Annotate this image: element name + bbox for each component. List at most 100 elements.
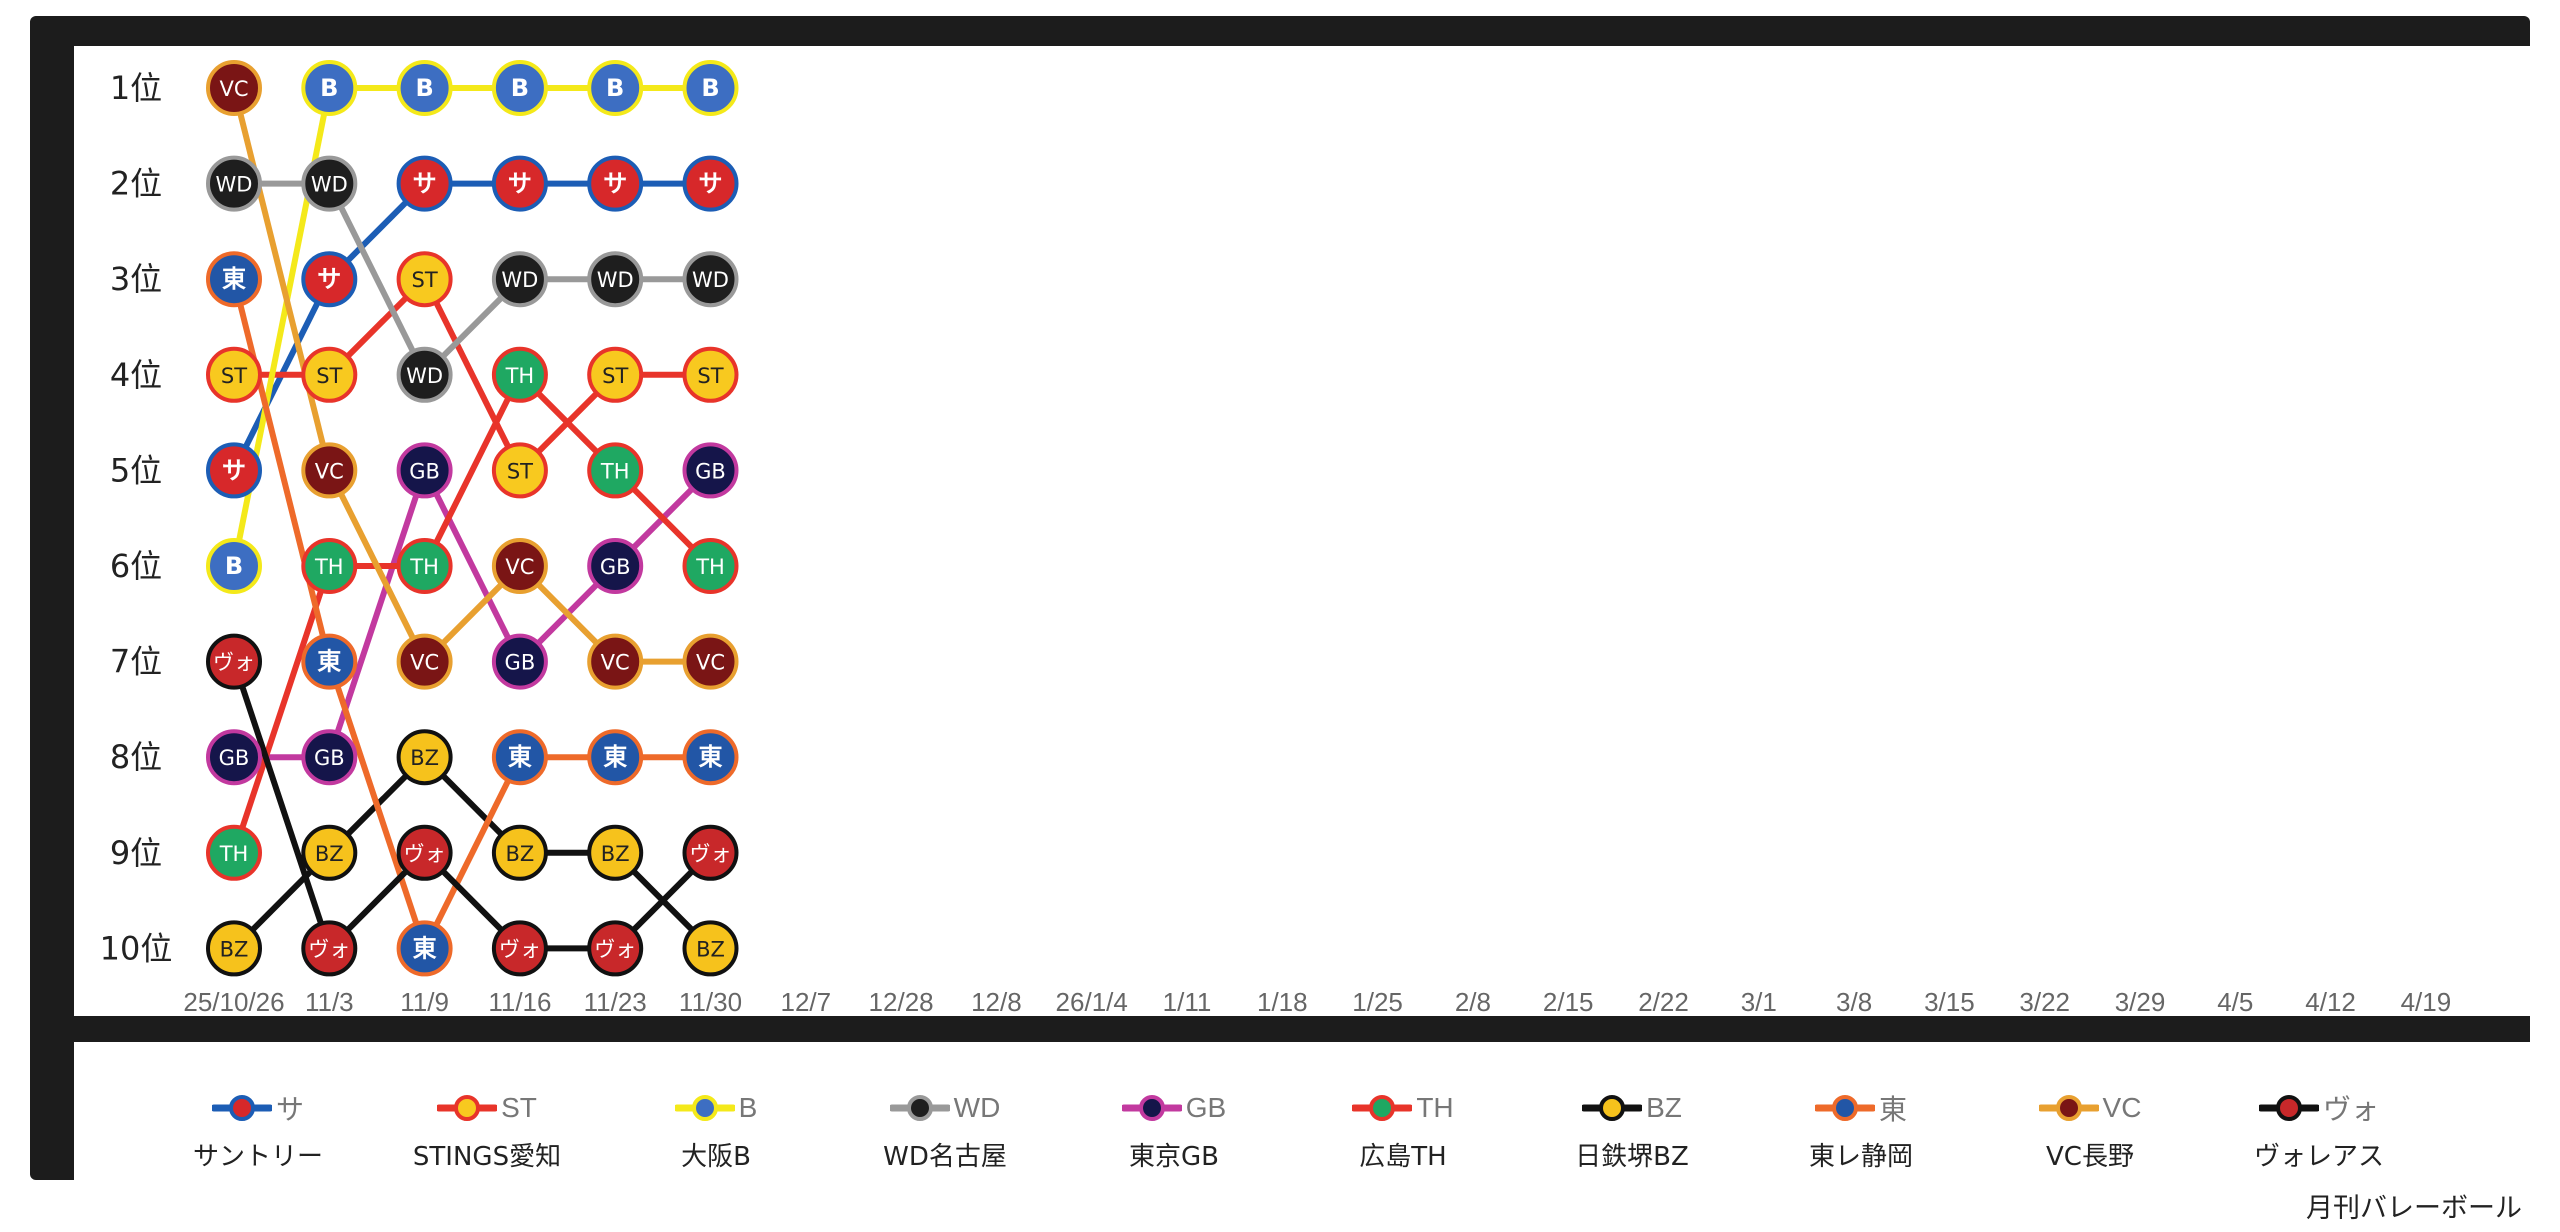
series-line-segment xyxy=(231,278,333,663)
marker-label: ST xyxy=(602,364,628,388)
marker-circle xyxy=(491,920,548,977)
marker-circle xyxy=(682,538,739,594)
rank-marker: VC xyxy=(206,60,262,116)
marker-label: 東 xyxy=(222,265,246,293)
x-tick-label: 11/3 xyxy=(305,987,354,1016)
legend-key: サ xyxy=(148,1086,368,1130)
marker-label: GB xyxy=(314,746,345,770)
rank-marker: 東 xyxy=(206,251,262,308)
marker-label: サ xyxy=(508,170,532,198)
marker-circle xyxy=(587,251,644,308)
rank-marker: B xyxy=(301,60,358,116)
rank-marker: サ xyxy=(587,155,644,212)
marker-circle xyxy=(587,155,644,212)
marker-circle xyxy=(206,251,262,308)
legend-marker-icon xyxy=(2258,1095,2319,1121)
marker-label: WD xyxy=(311,173,348,197)
marker-label: 東 xyxy=(413,934,437,962)
rank-marker: B xyxy=(491,60,548,116)
rank-marker: WD xyxy=(491,251,548,308)
marker-label: 東 xyxy=(603,743,627,771)
x-tick-label: 3/29 xyxy=(2115,987,2166,1016)
marker-circle xyxy=(301,633,358,690)
rank-chart: 1位 2位 3位 4位 5位 6位 7位 8位 9位 10位 25/10/26 11/3 11/9 11/… xyxy=(100,60,2452,1016)
rank-marker: ヴォ xyxy=(396,824,453,881)
x-tick-label: 11/30 xyxy=(679,987,742,1016)
x-tick-label: 25/10/26 xyxy=(183,987,284,1016)
rank-marker: ヴォ xyxy=(491,920,548,977)
rank-marker: ST xyxy=(682,346,739,403)
legend-item: サ サントリー xyxy=(148,1042,368,1173)
x-tick-label: 11/16 xyxy=(488,987,551,1016)
rank-marker: BZ xyxy=(491,824,548,881)
series-line-segment xyxy=(326,469,428,759)
x-tick-label: 12/7 xyxy=(780,987,831,1016)
marker-circle xyxy=(396,442,453,499)
rank-marker: 東 xyxy=(301,633,358,690)
legend-item: GB 東京GB xyxy=(1064,1042,1284,1173)
marker-circle xyxy=(396,729,453,786)
legend-marker-icon xyxy=(1814,1095,1875,1121)
rank-marker: WD xyxy=(396,346,453,403)
rank-marker: 東 xyxy=(587,729,644,786)
rank-marker: WD xyxy=(587,251,644,308)
rank-marker: VC xyxy=(301,442,358,499)
legend-key: B xyxy=(606,1086,826,1130)
marker-label: VC xyxy=(410,651,439,675)
marker-circle xyxy=(396,920,453,977)
marker-label: ヴォ xyxy=(499,937,541,961)
x-tick-label: 26/1/4 xyxy=(1056,987,1128,1016)
rank-label: 5位 xyxy=(110,451,162,489)
legend-key: 東 xyxy=(1751,1086,1971,1130)
marker-circle xyxy=(491,729,548,786)
marker-label: ヴォ xyxy=(594,937,636,961)
marker-circle xyxy=(396,155,453,212)
marker-circle xyxy=(396,824,453,881)
legend-short-label: WD xyxy=(953,1092,1001,1123)
legend-key: BZ xyxy=(1522,1086,1742,1130)
marker-circle xyxy=(206,920,262,977)
x-tick-label: 2/15 xyxy=(1543,987,1594,1016)
marker-circle xyxy=(682,633,739,690)
marker-circle xyxy=(206,442,262,499)
x-tick-label: 3/8 xyxy=(1836,987,1872,1016)
marker-label: GB xyxy=(219,746,250,770)
rank-label: 9位 xyxy=(110,834,162,872)
marker-label: TH xyxy=(219,842,249,866)
marker-label: B xyxy=(511,74,529,102)
rank-marker: ST xyxy=(206,346,262,403)
rank-marker: 東 xyxy=(491,729,548,786)
legend-team-name: VC長野 xyxy=(2046,1142,2134,1172)
rank-marker: B xyxy=(206,538,262,594)
legend-team-name: サントリー xyxy=(192,1142,323,1172)
rank-marker: TH xyxy=(682,538,739,594)
rank-marker: TH xyxy=(301,538,358,594)
legend-short-label: ヴォ xyxy=(2322,1094,2379,1125)
marker-circle xyxy=(587,60,644,116)
rank-marker: ヴォ xyxy=(301,920,358,977)
x-tick-label: 4/19 xyxy=(2401,987,2452,1016)
marker-circle xyxy=(682,155,739,212)
legend-key: ST xyxy=(377,1086,597,1130)
marker-label: VC xyxy=(696,651,725,675)
rank-marker: GB xyxy=(491,633,548,690)
marker-circle xyxy=(396,538,453,594)
rank-marker: サ xyxy=(682,155,739,212)
legend-short-label: 東 xyxy=(1878,1094,1907,1125)
marker-circle xyxy=(587,824,644,881)
rank-marker: サ xyxy=(206,442,262,499)
rank-marker: VC xyxy=(587,633,644,690)
legend: サ サントリー ST STINGS愛知 B 大阪B WD WD名古屋 GB 東京… xyxy=(74,1042,2546,1180)
x-tick-label: 1/18 xyxy=(1257,987,1308,1016)
marker-label: サ xyxy=(222,456,246,484)
marker-circle xyxy=(491,60,548,116)
marker-label: サ xyxy=(603,170,627,198)
marker-label: ST xyxy=(316,364,342,388)
marker-label: 東 xyxy=(317,648,341,676)
rank-marker: GB xyxy=(682,442,739,499)
marker-circle xyxy=(587,920,644,977)
marker-label: サ xyxy=(317,265,341,293)
marker-circle xyxy=(491,442,548,499)
rank-marker: ST xyxy=(301,346,358,403)
marker-circle xyxy=(301,920,358,977)
